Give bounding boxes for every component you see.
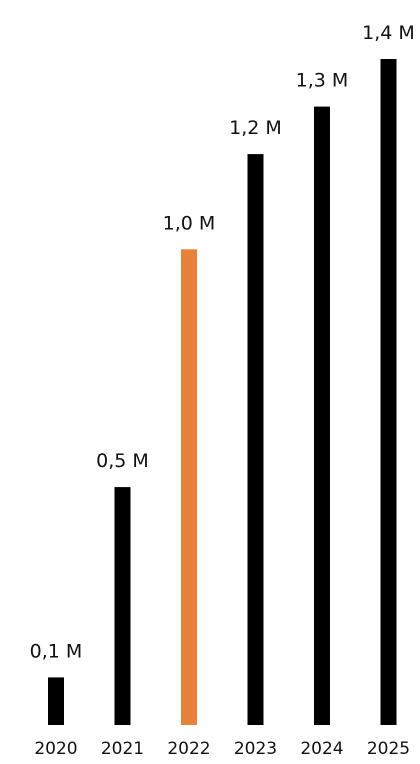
x-tick-label-2023: 2023 xyxy=(234,739,277,759)
bar-2020 xyxy=(48,677,64,725)
bar-2021 xyxy=(114,487,131,725)
bar-2022 xyxy=(181,249,197,726)
value-label-2024: 1,3 M xyxy=(296,70,349,92)
value-label-2022: 1,0 M xyxy=(163,212,216,234)
value-label-2021: 0,5 M xyxy=(96,450,149,472)
value-label-2020: 0,1 M xyxy=(30,640,83,662)
x-tick-label-2022: 2022 xyxy=(167,739,210,759)
x-tick-label-2025: 2025 xyxy=(367,739,410,759)
bars-group xyxy=(48,59,397,726)
bar-2024 xyxy=(314,106,330,726)
value-label-2025: 1,4 M xyxy=(362,22,415,44)
x-tick-label-2020: 2020 xyxy=(34,739,77,759)
x-tick-label-2024: 2024 xyxy=(300,739,343,759)
x-axis-tick-labels: 2020 2021 2022 2023 2024 2025 xyxy=(34,739,410,759)
bar-2025 xyxy=(380,59,397,725)
value-label-2023: 1,2 M xyxy=(229,117,282,139)
bar-2023 xyxy=(247,154,264,726)
x-tick-label-2021: 2021 xyxy=(101,739,144,759)
value-labels-group: 0,1 M 0,5 M 1,0 M 1,2 M 1,3 M 1,4 M xyxy=(30,22,415,662)
